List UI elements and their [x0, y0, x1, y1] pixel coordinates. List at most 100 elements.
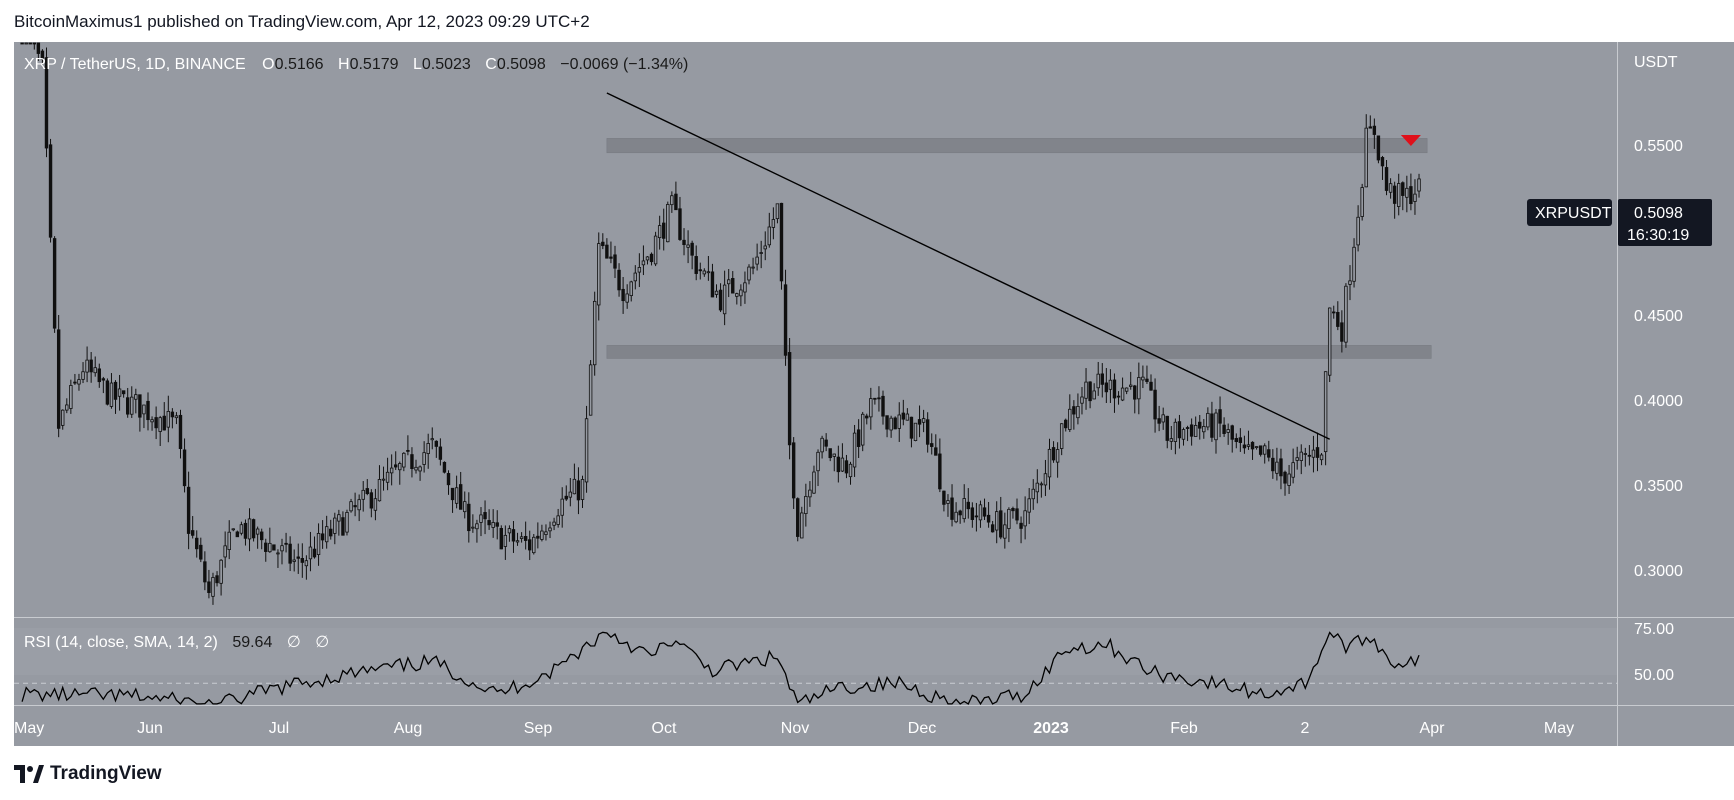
candle-body: [1161, 414, 1165, 423]
candle-body: [942, 490, 946, 505]
candle-body: [438, 446, 443, 460]
candle-body: [856, 429, 861, 447]
time-label: Apr: [1420, 720, 1446, 737]
candle-body: [1348, 280, 1352, 285]
candle-body: [329, 528, 333, 537]
time-label: Dec: [908, 720, 936, 737]
candle-body: [268, 542, 272, 553]
candle-body: [873, 397, 877, 400]
candle-body: [674, 193, 678, 211]
time-axis[interactable]: [14, 706, 1618, 746]
candle-body: [304, 560, 309, 567]
candle-body: [828, 448, 832, 459]
candle-body: [881, 395, 885, 417]
candle-body: [239, 524, 244, 534]
time-label: 2023: [1033, 720, 1069, 737]
candle-body: [1035, 482, 1040, 493]
last-price-badge[interactable]: XRPUSDT 0.5098 16:30:19: [1527, 199, 1712, 246]
candle-body: [1267, 449, 1271, 458]
candle-body: [373, 498, 378, 511]
candle-body: [260, 531, 264, 541]
price-tick: 0.5500: [1634, 138, 1683, 155]
candle-body: [978, 504, 983, 521]
candle-body: [1198, 421, 1202, 429]
price-pane[interactable]: [14, 42, 1618, 617]
candle-body: [190, 530, 195, 536]
candle-body: [1007, 508, 1011, 529]
price-tick: 0.4000: [1634, 393, 1683, 410]
candle-body: [1384, 167, 1389, 191]
candle-body: [1332, 311, 1336, 314]
candle-body: [40, 50, 45, 60]
candle-body: [893, 417, 897, 430]
candle-body: [519, 536, 524, 539]
time-label: Feb: [1170, 720, 1198, 737]
candle-body: [1092, 390, 1096, 400]
candle-body: [1327, 307, 1332, 376]
candle-body: [755, 256, 759, 265]
time-label: May: [1544, 720, 1574, 737]
candle-body: [36, 42, 41, 54]
candle-body: [324, 526, 329, 543]
candle-body: [767, 226, 772, 246]
candle-body: [629, 281, 633, 297]
candle-body: [1185, 427, 1190, 429]
candle-body: [1157, 418, 1161, 424]
candle-body: [389, 467, 394, 474]
candle-body: [1263, 445, 1267, 455]
candle-body: [532, 536, 536, 554]
candle-body: [1315, 447, 1320, 458]
resistance-zone[interactable]: [606, 138, 1428, 154]
candle-body: [1023, 510, 1027, 527]
candle-body: [300, 558, 305, 563]
candle-body: [1177, 421, 1182, 439]
candle-body: [690, 242, 694, 256]
candle-body: [426, 443, 430, 454]
legend-c-label: C: [485, 56, 497, 73]
candle-body: [1271, 457, 1275, 472]
support-zone[interactable]: [606, 345, 1432, 359]
candle-body: [1254, 446, 1259, 449]
candle-body: [1031, 488, 1035, 500]
candle-body: [1242, 444, 1247, 449]
candle-body: [418, 466, 422, 472]
time-label: Jun: [137, 720, 163, 737]
candle-body: [1295, 457, 1299, 461]
candle-body: [458, 484, 463, 510]
rsi-tick: 50.00: [1634, 667, 1674, 684]
tradingview-logo[interactable]: TradingView: [14, 762, 162, 786]
candle-body: [966, 501, 970, 510]
price-scale[interactable]: [1618, 42, 1734, 617]
candle-body: [406, 449, 410, 452]
descending-trendline[interactable]: [606, 92, 1330, 440]
legend-open: 0.5166: [275, 56, 324, 73]
candle-body: [158, 417, 162, 432]
candle-body: [150, 419, 154, 423]
candle-body: [101, 378, 106, 381]
last-price-symbol: XRPUSDT: [1535, 205, 1612, 222]
candle-body: [1218, 409, 1222, 424]
candle-body: [686, 244, 690, 248]
candle-body: [617, 269, 621, 291]
candle-body: [394, 464, 398, 468]
candle-body: [710, 271, 715, 298]
candle-body: [666, 204, 670, 243]
candle-body: [219, 559, 223, 584]
candle-body: [986, 514, 991, 523]
candle-body: [702, 270, 707, 275]
candle-body: [207, 581, 211, 593]
candle-body: [706, 271, 711, 274]
candle-body: [454, 487, 459, 504]
candle-body: [126, 397, 130, 415]
candle-body: [1064, 419, 1068, 429]
price-chart[interactable]: XRP / TetherUS, 1D, BINANCE O0.5166 H0.5…: [0, 0, 1734, 760]
candle-body: [820, 437, 824, 453]
rsi-scale[interactable]: [1618, 618, 1734, 705]
price-tick: 0.3500: [1634, 478, 1683, 495]
candle-body: [491, 522, 495, 528]
candle-body: [763, 245, 767, 250]
candle-body: [974, 515, 979, 518]
candle-body: [69, 385, 73, 409]
candle-body: [81, 371, 85, 380]
candle-body: [913, 422, 918, 441]
